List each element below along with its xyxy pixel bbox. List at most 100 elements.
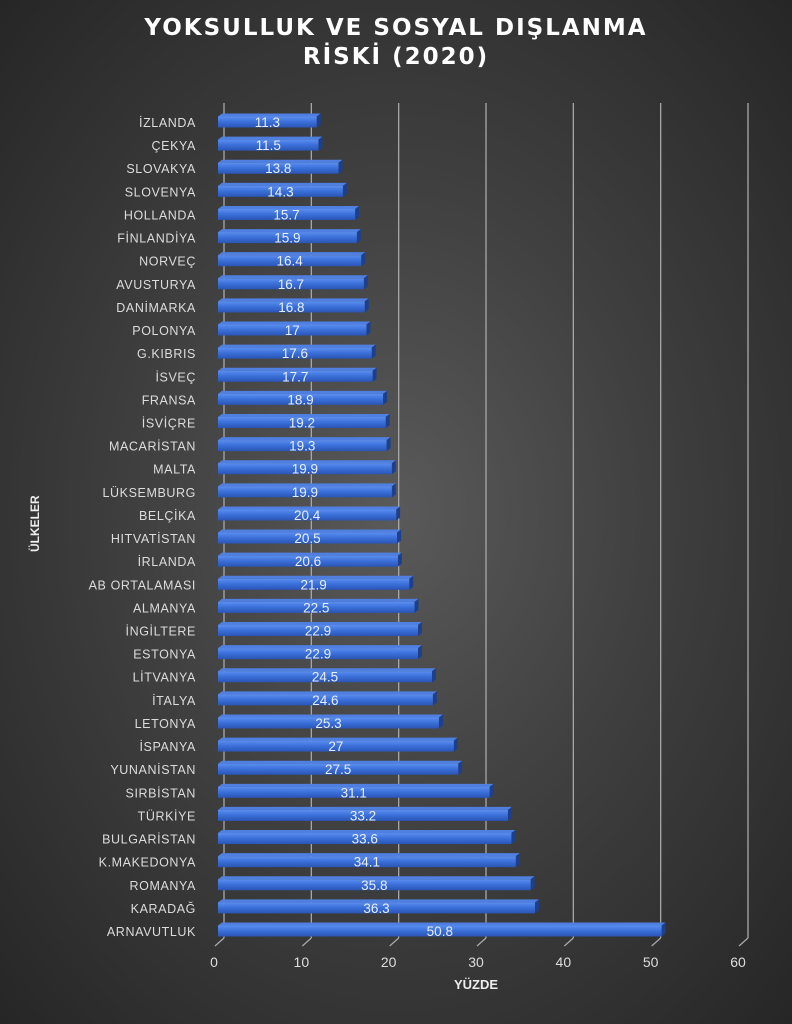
bar-side — [417, 645, 422, 660]
bar-side — [364, 298, 369, 313]
bar-side — [391, 460, 396, 475]
category-label: YUNANİSTAN — [110, 763, 196, 777]
data-label: 19.9 — [292, 485, 318, 500]
x-tick-label: 50 — [643, 954, 659, 970]
bar-top — [218, 136, 323, 140]
bar-top — [218, 529, 402, 533]
data-label: 20.5 — [294, 531, 320, 546]
data-label: 11.5 — [256, 138, 281, 153]
bar-side — [316, 113, 321, 128]
category-label: DANİMARKA — [116, 301, 196, 315]
bar-top — [218, 575, 414, 579]
bar — [218, 393, 384, 405]
bar-top — [218, 645, 422, 649]
bar-side — [342, 182, 347, 197]
bar — [218, 717, 439, 729]
bar — [218, 671, 432, 683]
bar — [218, 162, 339, 174]
bar — [218, 324, 367, 336]
data-label: 19.9 — [292, 462, 318, 477]
data-label: 33.2 — [350, 808, 376, 823]
data-label: 14.3 — [267, 184, 293, 199]
chart-title-line1: YOKSULLUK VE SOSYAL DIŞLANMA — [144, 15, 648, 41]
data-label: 27.5 — [325, 762, 351, 777]
x-tick-label: 0 — [210, 954, 218, 970]
bar — [218, 232, 357, 244]
category-label: FİNLANDİYA — [117, 232, 196, 246]
bar-top — [218, 298, 369, 302]
bar-side — [431, 668, 436, 683]
data-label: 20.4 — [294, 508, 321, 523]
bar — [218, 740, 454, 752]
category-label: İSVEÇ — [155, 370, 196, 384]
data-label: 16.8 — [278, 300, 304, 315]
x-axis-title: YÜZDE — [453, 977, 499, 992]
data-label: 34.1 — [354, 855, 380, 870]
category-label: İSVİÇRE — [142, 416, 196, 430]
bar — [218, 763, 459, 775]
bar-top — [218, 229, 361, 233]
bar-top — [218, 390, 388, 394]
bar — [218, 578, 410, 590]
bar-side — [355, 205, 360, 220]
bar — [218, 463, 392, 475]
bar — [218, 370, 373, 382]
bar-side — [397, 529, 402, 544]
bar-top — [218, 205, 360, 209]
data-label: 19.3 — [289, 439, 315, 454]
bar-side — [363, 275, 368, 290]
category-label: ARNAVUTLUK — [107, 925, 196, 939]
category-label: AVUSTURYA — [116, 278, 196, 292]
bar — [218, 532, 398, 544]
category-label: HITVATİSTAN — [111, 532, 196, 546]
data-label: 31.1 — [341, 785, 367, 800]
bar-side — [383, 390, 388, 405]
bar-side — [535, 899, 540, 914]
gridline-floor — [301, 937, 312, 947]
bar-top — [218, 552, 402, 556]
data-label: 33.6 — [352, 832, 378, 847]
bar-top — [218, 737, 458, 741]
bar-side — [385, 413, 390, 428]
chart-title: YOKSULLUK VE SOSYAL DIŞLANMA RİSKİ (2020… — [0, 14, 792, 72]
category-label: İZLANDA — [139, 116, 196, 130]
category-label: KARADAĞ — [131, 901, 196, 916]
bar-side — [372, 367, 377, 382]
bar-side — [414, 598, 419, 613]
data-label: 36.3 — [363, 901, 389, 916]
category-label: FRANSA — [142, 393, 196, 407]
bar-top — [218, 622, 422, 626]
bar — [218, 255, 362, 267]
category-label: LÜKSEMBURG — [102, 486, 196, 500]
data-label: 15.7 — [273, 207, 299, 222]
bar-top — [218, 899, 540, 903]
bar — [218, 416, 386, 428]
bar — [218, 879, 531, 891]
data-label: 17.6 — [282, 346, 308, 361]
bar — [218, 856, 516, 868]
bar-side — [458, 760, 463, 775]
bar — [218, 440, 387, 452]
category-label: AB ORTALAMASI — [89, 578, 196, 592]
category-label: MACARİSTAN — [109, 440, 196, 454]
bar — [218, 347, 372, 359]
bar-top — [218, 113, 321, 117]
bar-top — [218, 275, 368, 279]
bar-side — [453, 737, 458, 752]
category-label: POLONYA — [132, 324, 196, 338]
bar-top — [218, 760, 463, 764]
gridline-floor — [476, 937, 487, 947]
data-label: 13.8 — [265, 161, 291, 176]
bar-top — [218, 506, 401, 510]
data-label: 22.5 — [303, 600, 329, 615]
bar-top — [218, 922, 666, 926]
category-label: ÇEKYA — [152, 139, 197, 153]
chart-title-line2: RİSKİ (2020) — [302, 44, 490, 70]
bar — [218, 601, 415, 613]
bar-top — [218, 783, 494, 787]
category-label: ESTONYA — [133, 648, 196, 662]
bar — [218, 925, 662, 937]
data-label: 16.4 — [276, 254, 303, 269]
bar — [218, 486, 392, 498]
data-label: 24.5 — [312, 670, 338, 685]
